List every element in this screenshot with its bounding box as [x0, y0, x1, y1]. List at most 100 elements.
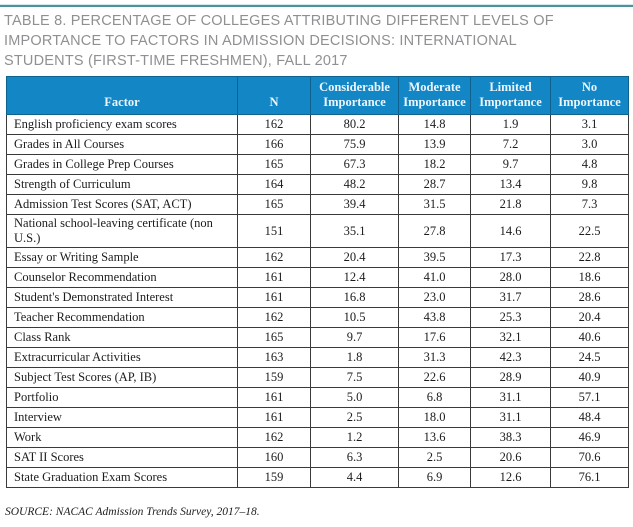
n-value-cell: 165	[237, 154, 311, 175]
none-value-cell: 57.1	[550, 387, 629, 408]
considerable-value-cell: 7.5	[310, 367, 399, 388]
table-row: Extracurricular Activities 163 1.8 31.3 42.3…	[6, 347, 629, 368]
n-value-cell: 163	[237, 347, 311, 368]
moderate-value-cell: 41.0	[398, 267, 471, 288]
limited-value-cell: 1.9	[470, 114, 551, 135]
none-value-cell: 18.6	[550, 267, 629, 288]
page-title: TABLE 8. PERCENTAGE OF COLLEGES ATTRIBUT…	[4, 13, 554, 69]
factor-cell: State Graduation Exam Scores	[6, 467, 238, 488]
none-value-cell: 28.6	[550, 287, 629, 308]
considerable-value-cell: 48.2	[310, 174, 399, 195]
considerable-value-cell: 75.9	[310, 134, 399, 155]
none-value-cell: 24.5	[550, 347, 629, 368]
limited-value-cell: 31.1	[470, 407, 551, 428]
table-row: Grades in All Courses 166 75.9 13.9 7.2 3.0	[6, 134, 629, 155]
considerable-value-cell: 4.4	[310, 467, 399, 488]
n-value-cell: 151	[237, 214, 311, 248]
considerable-value-cell: 1.2	[310, 427, 399, 448]
considerable-value-cell: 9.7	[310, 327, 399, 348]
moderate-value-cell: 31.5	[398, 194, 471, 215]
none-value-cell: 9.8	[550, 174, 629, 195]
factor-cell: Grades in All Courses	[6, 134, 238, 155]
n-value-cell: 162	[237, 247, 311, 268]
none-value-cell: 7.3	[550, 194, 629, 215]
moderate-value-cell: 17.6	[398, 327, 471, 348]
n-value-cell: 162	[237, 427, 311, 448]
moderate-value-cell: 31.3	[398, 347, 471, 368]
factor-cell: Teacher Recommendation	[6, 307, 238, 328]
n-value-cell: 161	[237, 287, 311, 308]
considerable-value-cell: 12.4	[310, 267, 399, 288]
none-value-cell: 4.8	[550, 154, 629, 175]
n-value-cell: 164	[237, 174, 311, 195]
header-cell-factor: Factor	[6, 76, 238, 115]
n-value-cell: 165	[237, 194, 311, 215]
factor-cell: Class Rank	[6, 327, 238, 348]
factor-cell: Subject Test Scores (AP, IB)	[6, 367, 238, 388]
none-value-cell: 48.4	[550, 407, 629, 428]
limited-value-cell: 13.4	[470, 174, 551, 195]
none-value-cell: 20.4	[550, 307, 629, 328]
factor-cell: National school-leaving certificate (non…	[6, 214, 238, 248]
moderate-value-cell: 13.9	[398, 134, 471, 155]
moderate-value-cell: 2.5	[398, 447, 471, 468]
considerable-value-cell: 10.5	[310, 307, 399, 328]
table-row: Strength of Curriculum 164 48.2 28.7 13.4 9.8	[6, 174, 629, 195]
limited-value-cell: 9.7	[470, 154, 551, 175]
factor-cell: Portfolio	[6, 387, 238, 408]
none-value-cell: 40.9	[550, 367, 629, 388]
n-value-cell: 162	[237, 114, 311, 135]
table-row: Portfolio 161 5.0 6.8 31.1 57.1	[6, 387, 629, 408]
header-cell-n: N	[237, 76, 311, 115]
considerable-value-cell: 67.3	[310, 154, 399, 175]
table-row: Admission Test Scores (SAT, ACT) 165 39.4 3…	[6, 194, 629, 215]
none-value-cell: 22.8	[550, 247, 629, 268]
considerable-value-cell: 5.0	[310, 387, 399, 408]
limited-value-cell: 7.2	[470, 134, 551, 155]
limited-value-cell: 25.3	[470, 307, 551, 328]
n-value-cell: 165	[237, 327, 311, 348]
header-cell-considerable-importance: Considerable Importance	[310, 76, 399, 115]
table-row: State Graduation Exam Scores 159 4.4 6.9 12.…	[6, 467, 629, 488]
considerable-value-cell: 1.8	[310, 347, 399, 368]
table-row: Teacher Recommendation 162 10.5 43.8 25.3 20.…	[6, 307, 629, 328]
moderate-value-cell: 28.7	[398, 174, 471, 195]
table-row: Student's Demonstrated Interest 161 16.8 23…	[6, 287, 629, 308]
none-value-cell: 3.0	[550, 134, 629, 155]
table-header-row: Factor N Considerable Importance Moderat…	[6, 76, 629, 115]
factor-cell: Extracurricular Activities	[6, 347, 238, 368]
limited-value-cell: 38.3	[470, 427, 551, 448]
none-value-cell: 40.6	[550, 327, 629, 348]
n-value-cell: 161	[237, 387, 311, 408]
moderate-value-cell: 18.0	[398, 407, 471, 428]
importance-factors-table: Factor N Considerable Importance Moderat…	[6, 76, 629, 488]
limited-value-cell: 14.6	[470, 214, 551, 248]
header-cell-no-importance: No Importance	[550, 76, 629, 115]
factor-cell: Strength of Curriculum	[6, 174, 238, 195]
source-note: SOURCE: NACAC Admission Trends Survey, 2…	[5, 506, 260, 518]
table-row: Grades in College Prep Courses 165 67.3 18.…	[6, 154, 629, 175]
moderate-value-cell: 27.8	[398, 214, 471, 248]
none-value-cell: 70.6	[550, 447, 629, 468]
moderate-value-cell: 39.5	[398, 247, 471, 268]
factor-cell: Grades in College Prep Courses	[6, 154, 238, 175]
none-value-cell: 22.5	[550, 214, 629, 248]
limited-value-cell: 12.6	[470, 467, 551, 488]
factor-cell: Counselor Recommendation	[6, 267, 238, 288]
table-row: English proficiency exam scores 162 80.2 14…	[6, 114, 629, 135]
moderate-value-cell: 14.8	[398, 114, 471, 135]
limited-value-cell: 28.0	[470, 267, 551, 288]
none-value-cell: 46.9	[550, 427, 629, 448]
table-row: Subject Test Scores (AP, IB) 159 7.5 22.6 28…	[6, 367, 629, 388]
considerable-value-cell: 39.4	[310, 194, 399, 215]
moderate-value-cell: 43.8	[398, 307, 471, 328]
limited-value-cell: 20.6	[470, 447, 551, 468]
considerable-value-cell: 6.3	[310, 447, 399, 468]
limited-value-cell: 17.3	[470, 247, 551, 268]
n-value-cell: 161	[237, 407, 311, 428]
moderate-value-cell: 13.6	[398, 427, 471, 448]
table-body: English proficiency exam scores 162 80.2 14…	[6, 114, 629, 488]
n-value-cell: 166	[237, 134, 311, 155]
moderate-value-cell: 22.6	[398, 367, 471, 388]
limited-value-cell: 32.1	[470, 327, 551, 348]
